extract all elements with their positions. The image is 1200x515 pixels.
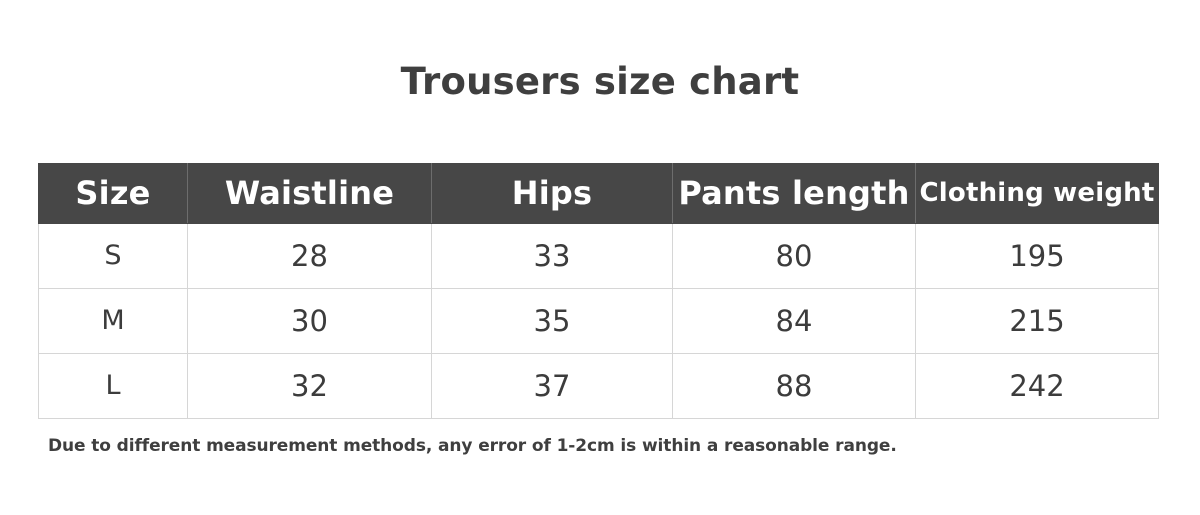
cell-hips: 33 bbox=[431, 223, 673, 289]
table-header: Size Waistline Hips Pants length Clothin… bbox=[38, 163, 1159, 224]
size-chart-table: Size Waistline Hips Pants length Clothin… bbox=[38, 163, 1159, 419]
cell-clothing-weight: 215 bbox=[915, 288, 1159, 354]
table-header-row: Size Waistline Hips Pants length Clothin… bbox=[38, 163, 1159, 224]
cell-hips: 37 bbox=[431, 353, 673, 419]
cell-size: M bbox=[38, 288, 188, 354]
cell-size: S bbox=[38, 223, 188, 289]
column-header-hips: Hips bbox=[431, 163, 673, 224]
column-header-waistline: Waistline bbox=[187, 163, 432, 224]
measurement-disclaimer: Due to different measurement methods, an… bbox=[48, 436, 897, 456]
table-row: M 30 35 84 215 bbox=[38, 288, 1159, 354]
table-body: S 28 33 80 195 M 30 35 84 215 L 32 37 88… bbox=[38, 223, 1159, 419]
table-row: S 28 33 80 195 bbox=[38, 223, 1159, 289]
cell-waistline: 32 bbox=[187, 353, 432, 419]
column-header-clothing-weight: Clothing weight bbox=[915, 163, 1159, 224]
cell-waistline: 28 bbox=[187, 223, 432, 289]
column-header-pants-length: Pants length bbox=[672, 163, 916, 224]
cell-pants-length: 80 bbox=[672, 223, 916, 289]
cell-clothing-weight: 242 bbox=[915, 353, 1159, 419]
page-title: Trousers size chart bbox=[400, 60, 800, 103]
column-header-size: Size bbox=[38, 163, 188, 224]
cell-size: L bbox=[38, 353, 188, 419]
cell-waistline: 30 bbox=[187, 288, 432, 354]
cell-clothing-weight: 195 bbox=[915, 223, 1159, 289]
cell-hips: 35 bbox=[431, 288, 673, 354]
table-row: L 32 37 88 242 bbox=[38, 353, 1159, 419]
cell-pants-length: 84 bbox=[672, 288, 916, 354]
cell-pants-length: 88 bbox=[672, 353, 916, 419]
